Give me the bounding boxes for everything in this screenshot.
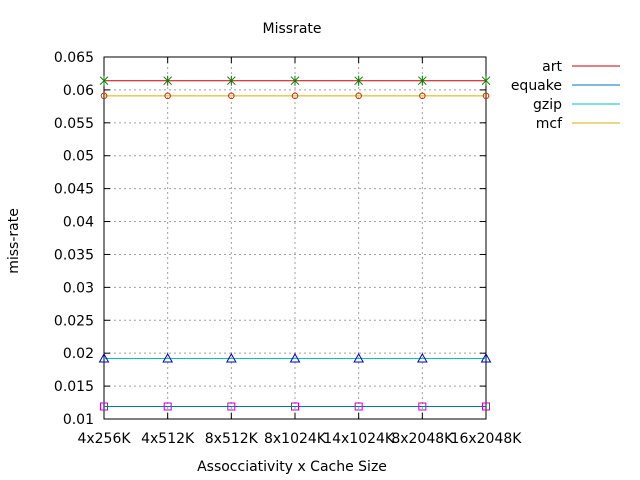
series-gzip [98, 352, 492, 363]
series [98, 75, 492, 411]
legend-label-mcf: mcf [536, 116, 563, 132]
data-point-equake [291, 402, 299, 411]
y-tick-label: 0.045 [54, 182, 94, 198]
data-point-mcf [164, 92, 171, 100]
data-point-equake [418, 402, 427, 411]
data-point-equake [163, 402, 172, 411]
series-art [99, 75, 491, 86]
x-axis-label: Assocciativity x Cache Size [197, 459, 387, 475]
data-point-mcf [355, 92, 362, 100]
data-point-art [417, 75, 427, 86]
grid [104, 57, 486, 419]
y-tick-label: 0.02 [63, 346, 94, 362]
x-tick-label: 16x2048K [451, 431, 523, 447]
data-point-gzip [225, 352, 237, 363]
data-point-art [99, 75, 109, 86]
y-tick-label: 0.04 [63, 215, 94, 231]
ticks: 0.01 0.015 0.02 0.025 0.03 0.035 0.04 0.045 0.05… [54, 50, 522, 447]
data-point-gzip [98, 352, 110, 363]
data-point-mcf [291, 92, 299, 100]
data-point-mcf [100, 92, 108, 100]
y-tick-label: 0.05 [63, 149, 94, 165]
y-tick-label: 0.035 [54, 247, 94, 263]
legend-label-equake: equake [511, 78, 562, 94]
x-tick-label: 4x256K [77, 431, 131, 447]
x-tick-label: 8x1024K [264, 431, 327, 447]
data-point-art [354, 75, 364, 86]
data-point-mcf [419, 92, 426, 100]
legend: art equake gzip mcf [511, 59, 620, 132]
data-point-equake [482, 402, 490, 411]
data-point-mcf [482, 92, 490, 100]
x-tick-label: 4x512K [141, 431, 195, 447]
y-tick-label: 0.065 [54, 50, 94, 66]
data-point-gzip [416, 352, 428, 363]
data-point-equake [354, 402, 363, 411]
series-equake [100, 402, 490, 411]
y-tick-label: 0.01 [63, 412, 94, 428]
x-tick-label: 14x1024K [323, 431, 395, 447]
legend-label-art: art [542, 59, 562, 75]
legend-label-gzip: gzip [533, 97, 562, 113]
data-point-gzip [289, 352, 301, 363]
y-axis-label: miss-rate [6, 208, 22, 274]
data-point-art [226, 75, 236, 86]
data-point-mcf [228, 92, 235, 100]
y-tick-label: 0.015 [54, 379, 94, 395]
data-point-gzip [162, 352, 174, 363]
x-tick-label: 8x512K [205, 431, 259, 447]
data-point-equake [227, 402, 236, 411]
data-point-art [290, 75, 300, 86]
chart-title: Missrate [263, 21, 322, 37]
data-point-gzip [353, 352, 365, 363]
y-tick-label: 0.03 [63, 280, 94, 296]
data-point-art [163, 75, 173, 86]
data-point-gzip [480, 352, 492, 363]
series-mcf [100, 92, 490, 100]
y-tick-label: 0.06 [63, 83, 94, 99]
x-tick-label: 8x2048K [391, 431, 454, 447]
data-point-equake [100, 402, 108, 411]
data-point-art [481, 75, 491, 86]
y-tick-label: 0.025 [54, 313, 94, 329]
y-tick-label: 0.055 [54, 116, 94, 132]
